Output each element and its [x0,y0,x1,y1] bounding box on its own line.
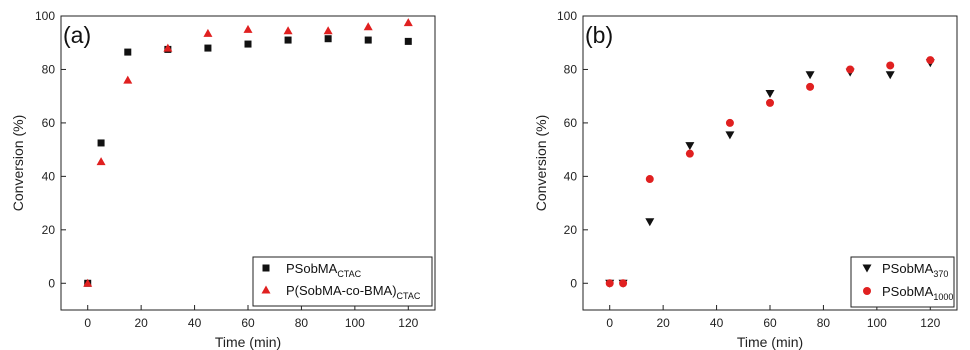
legend-marker-symbol [862,264,872,273]
y-tick-label: 80 [42,62,56,76]
x-tick-label: 60 [241,316,255,330]
data-point-series-1 [123,75,133,84]
data-point-series-0 [284,36,292,44]
data-point-series-1 [323,26,333,35]
data-point-series-0 [645,218,655,227]
data-point-series-0 [324,35,332,43]
data-point-series-1 [403,18,413,27]
x-tick-label: 120 [398,316,418,330]
chart-panel-a: 0 20 40 60 80 100 0 20 40 60 80 100 120 (a) Time (m… [10,9,436,350]
data-point-series-1 [83,278,93,287]
x-axis-ticks-a: 0 20 40 60 80 100 120 [84,305,419,330]
x-tick-label: 0 [84,316,91,330]
data-point-series-1 [363,22,373,31]
legend-label-a-0: PSobMACTAC [286,261,362,279]
data-point-series-1 [846,65,855,74]
data-point-series-1 [645,175,654,184]
y-tick-label: 0 [48,276,55,290]
data-point-series-0 [244,40,252,48]
data-point-series-0 [404,37,412,45]
data-point-series-0 [97,139,105,147]
y-axis-ticks-a: 0 20 40 60 80 100 [35,9,66,290]
y-tick-label: 100 [557,9,577,23]
y-tick-label: 0 [570,276,577,290]
data-point-series-1 [243,24,253,33]
data-point-series-1 [203,28,213,37]
legend-entry-a-1: P(SobMA-co-BMA)CTAC [261,283,421,301]
legend-marker-symbol [863,287,871,295]
legend-entry-a-0: PSobMACTAC [262,261,362,279]
legend-entry-b-0: PSobMA370 [862,261,948,279]
data-marks-a [83,18,413,287]
data-point-series-1 [163,43,173,52]
data-point-series-1 [619,279,628,288]
y-axis-ticks-b: 0 20 40 60 80 100 [557,9,588,290]
data-point-series-1 [806,82,815,91]
y-tick-label: 40 [564,169,578,183]
y-tick-label: 20 [42,223,56,237]
data-point-series-1 [605,279,614,288]
legend-b: PSobMA370 PSobMA1000 [850,256,955,308]
legend-marker-a-1 [261,285,271,294]
data-point-series-1 [725,118,734,127]
legend-marker-symbol [262,264,270,272]
legend-box-a [252,256,433,307]
legend-label-b-1: PSobMA1000 [882,284,953,302]
y-tick-label: 20 [564,223,578,237]
data-point-series-0 [685,142,695,151]
data-point-series-0 [885,71,895,80]
x-tick-label: 100 [867,316,887,330]
data-point-series-1 [926,56,935,65]
y-tick-label: 60 [564,116,578,130]
legend-label-b-0: PSobMA370 [882,261,948,279]
data-point-series-1 [96,157,106,166]
x-tick-label: 20 [656,316,670,330]
x-tick-label: 40 [710,316,724,330]
y-tick-label: 100 [35,9,55,23]
data-point-series-1 [685,149,694,158]
legend-marker-b-1 [863,287,871,295]
x-axis-title-b: Time (min) [737,334,803,350]
y-tick-label: 60 [42,116,56,130]
y-tick-label: 40 [42,169,56,183]
data-point-series-0 [204,44,212,52]
x-tick-label: 20 [134,316,148,330]
legend-entry-b-1: PSobMA1000 [863,284,953,302]
data-point-series-0 [765,90,775,99]
legend-label-a-1: P(SobMA-co-BMA)CTAC [286,283,421,301]
x-tick-label: 80 [817,316,831,330]
legend-marker-a-0 [262,264,270,272]
y-axis-title-b: Conversion (%) [533,115,549,211]
data-point-series-0 [124,48,132,56]
x-tick-label: 120 [920,316,940,330]
chart-panel-b: 0 20 40 60 80 100 0 20 40 60 80 100 120 (b) Time (m… [533,9,958,350]
data-point-series-1 [283,26,293,35]
legend-marker-symbol [261,285,271,294]
data-point-series-1 [886,61,895,70]
x-tick-label: 100 [345,316,365,330]
legend-marker-b-0 [862,264,872,273]
data-point-series-0 [364,36,372,44]
data-point-series-1 [766,98,774,107]
legend-a: PSobMACTAC P(SobMA-co-BMA)CTAC [252,256,433,307]
x-tick-label: 0 [606,316,613,330]
data-point-series-0 [725,131,735,140]
panel-label-b: (b) [585,22,613,48]
y-axis-title-a: Conversion (%) [10,115,26,211]
x-tick-label: 40 [188,316,202,330]
y-tick-label: 80 [564,62,578,76]
data-point-series-0 [805,71,815,80]
panel-label-a: (a) [63,22,91,48]
x-tick-label: 80 [295,316,309,330]
x-axis-ticks-b: 0 20 40 60 80 100 120 [606,305,941,330]
x-axis-title-a: Time (min) [215,334,281,350]
x-tick-label: 60 [763,316,777,330]
data-marks-b [605,56,935,288]
